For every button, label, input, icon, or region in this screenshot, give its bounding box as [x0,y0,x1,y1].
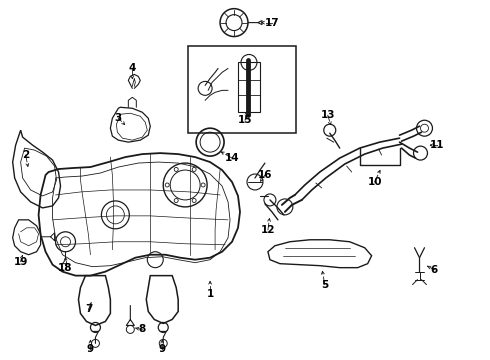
Text: 11: 11 [430,140,445,150]
Text: 13: 13 [320,110,335,120]
Text: 14: 14 [225,153,239,163]
Text: 9: 9 [159,345,166,354]
Text: 1: 1 [206,289,214,298]
Bar [188,45,296,133]
Text: 6: 6 [431,265,438,275]
Text: 9: 9 [87,345,94,354]
Text: 8: 8 [139,324,146,334]
Text: 17: 17 [265,18,279,28]
Text: 18: 18 [58,263,73,273]
Text: 7: 7 [85,305,92,315]
Text: 10: 10 [368,177,382,187]
Text: 15: 15 [238,115,252,125]
Text: 2: 2 [22,150,29,160]
Text: 19: 19 [13,257,28,267]
Text: 3: 3 [115,113,122,123]
Bar [238,62,260,112]
Text: 5: 5 [321,280,328,289]
Text: 16: 16 [258,170,272,180]
Text: 12: 12 [261,225,275,235]
Text: 4: 4 [129,63,136,73]
